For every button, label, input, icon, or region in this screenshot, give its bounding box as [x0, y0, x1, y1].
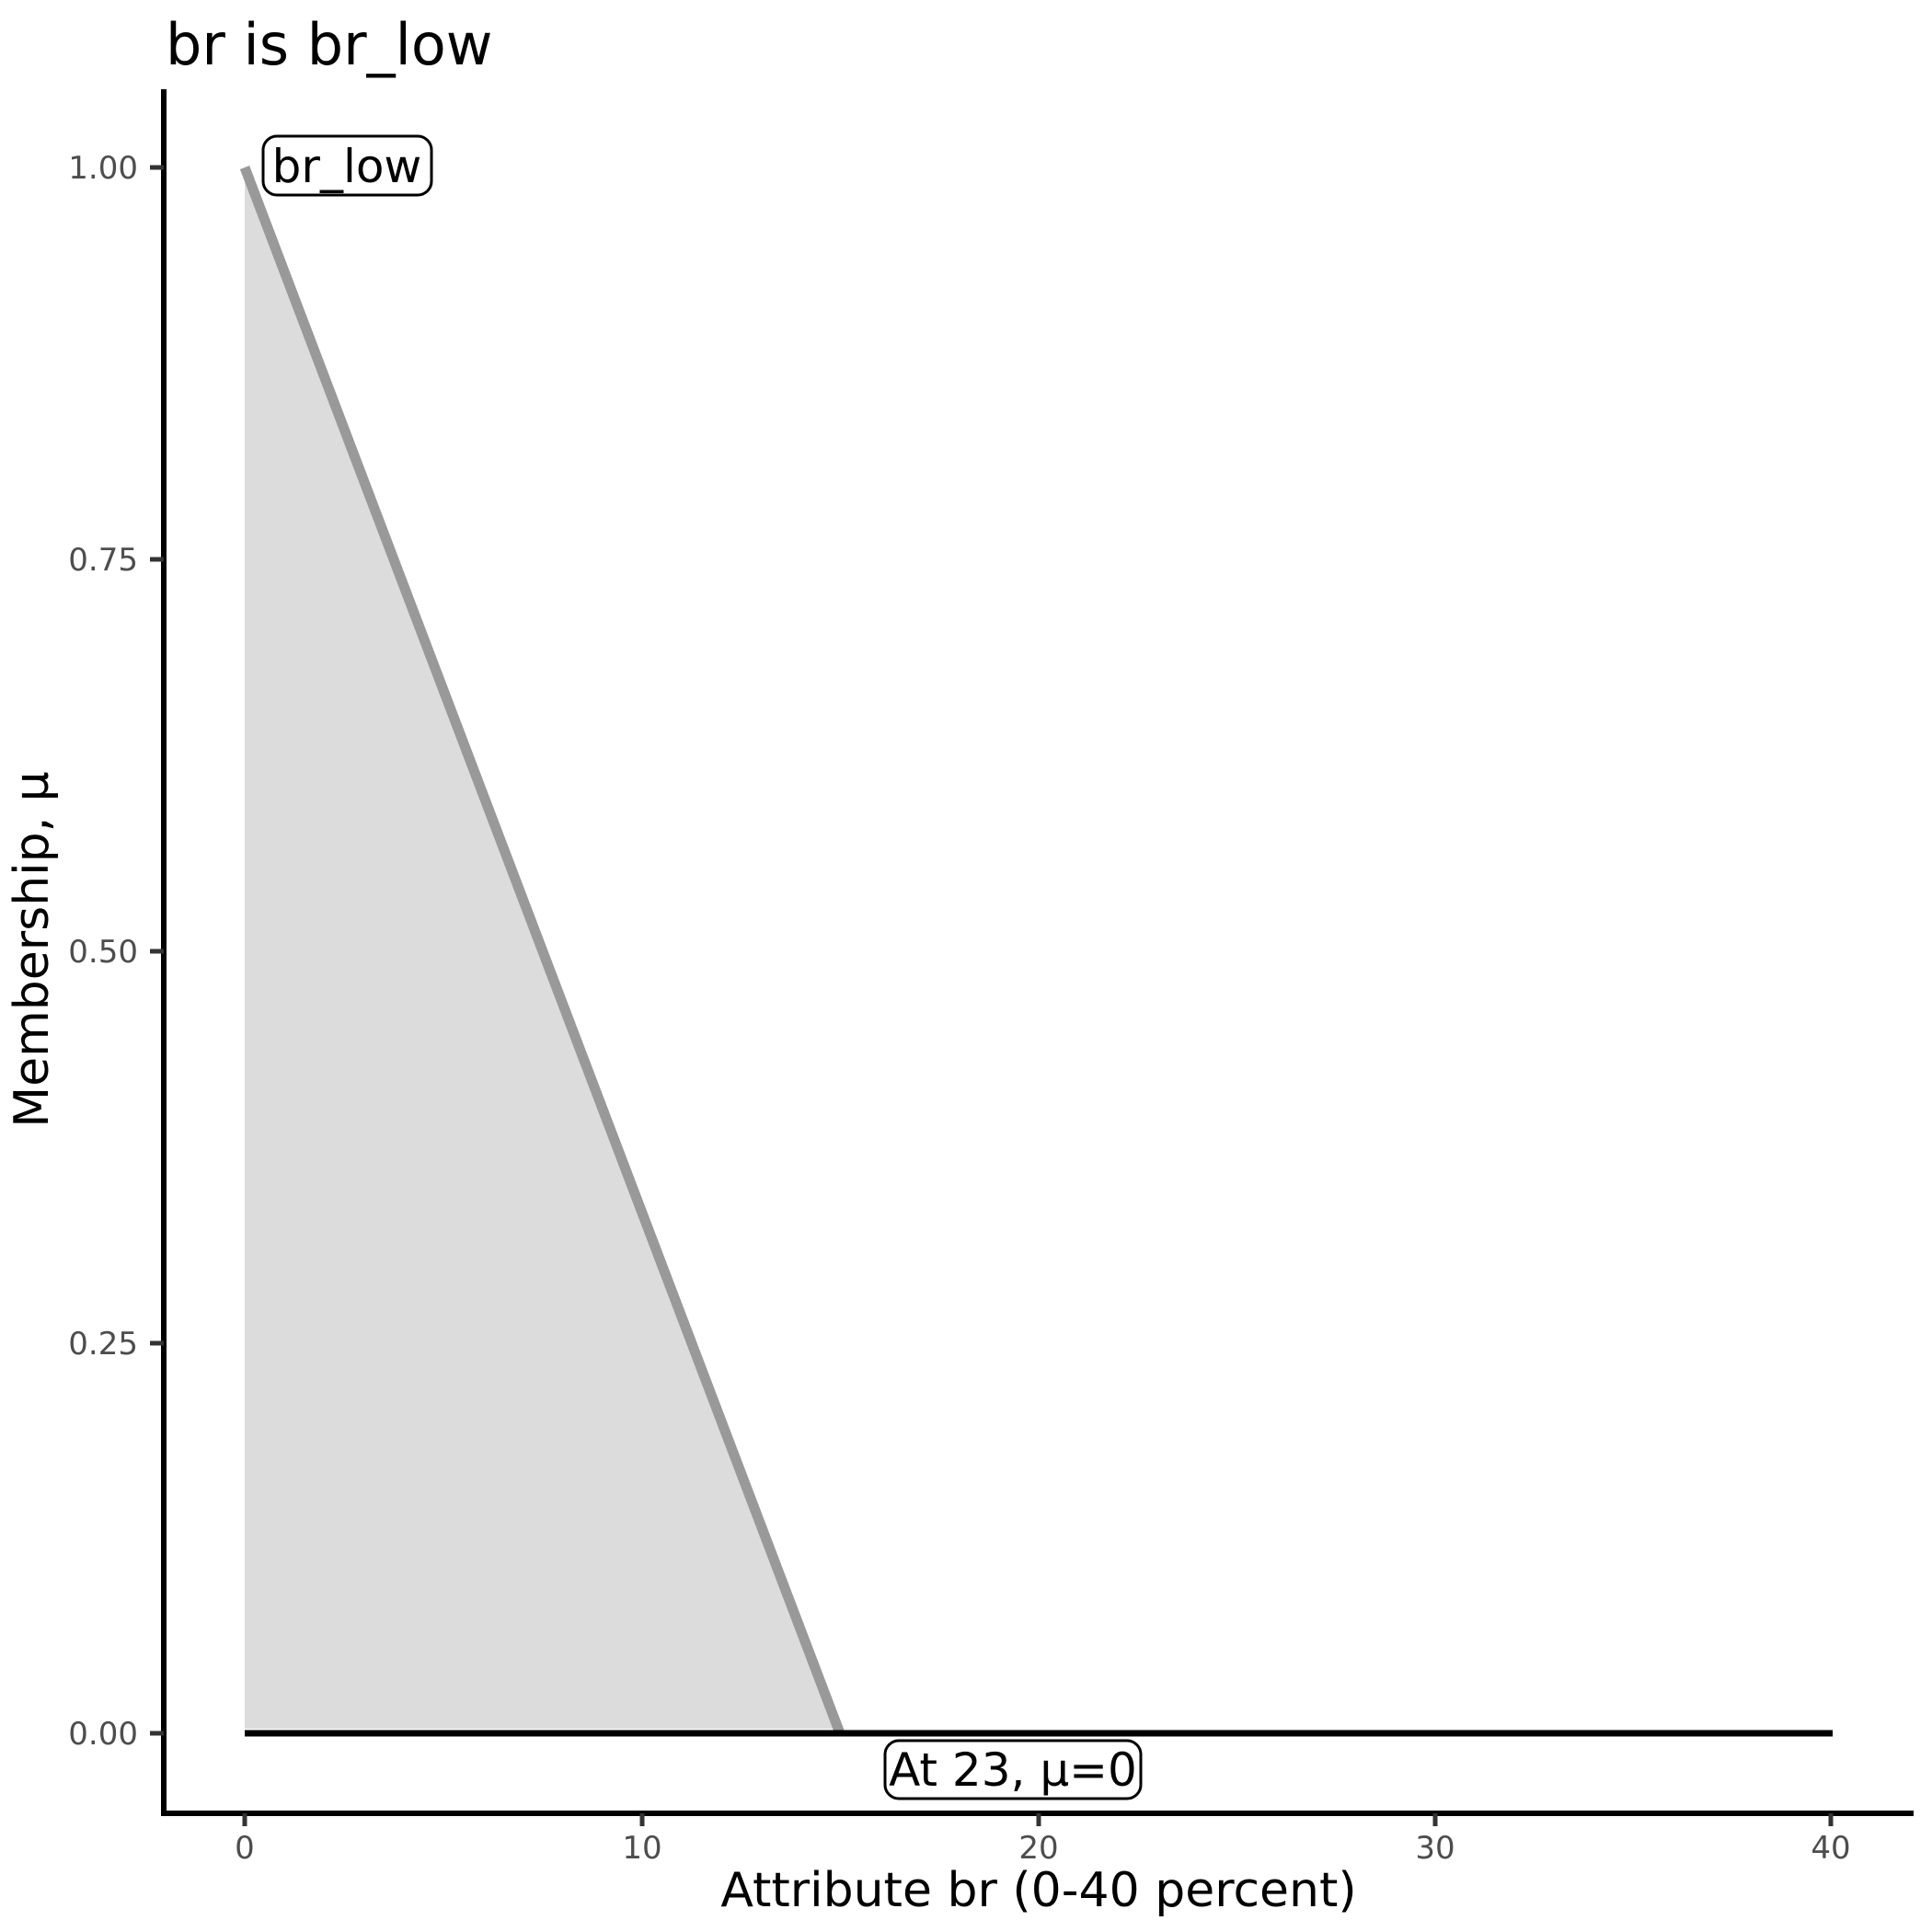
point-label-text: At 23, μ=0: [889, 1743, 1137, 1797]
x-tick-label: 0: [235, 1830, 255, 1867]
y-tick-label: 0.75: [68, 542, 138, 579]
membership-line: [239, 166, 845, 1735]
set-label-text: br_low: [272, 140, 422, 193]
x-axis-ticks: [242, 1813, 1834, 1826]
y-tick-label: 1.00: [68, 150, 138, 187]
y-axis-tick-labels: 1.00 0.75 0.50 0.25 0.00: [68, 150, 138, 1753]
y-tick-label: 0.00: [68, 1716, 138, 1753]
point-label-annotation: At 23, μ=0: [883, 1739, 1143, 1800]
y-axis-ticks: [150, 165, 164, 1736]
point-label-box: [883, 1739, 1143, 1800]
set-label-box: [261, 134, 433, 197]
y-axis-title: Membership, μ: [5, 771, 60, 1128]
y-tick-label: 0.25: [68, 1326, 138, 1363]
x-tick-label: 10: [622, 1830, 661, 1867]
x-tick-label: 40: [1811, 1830, 1850, 1867]
x-tick-label: 30: [1415, 1830, 1455, 1867]
x-axis-title: Attribute br (0-40 percent): [720, 1863, 1356, 1918]
set-label-annotation: br_low: [261, 134, 433, 197]
plot-title: br is br_low: [166, 11, 493, 78]
x-axis-tick-labels: 0 10 20 30 40: [235, 1830, 1850, 1867]
x-tick-label: 20: [1018, 1830, 1058, 1867]
y-tick-label: 0.50: [68, 934, 138, 971]
